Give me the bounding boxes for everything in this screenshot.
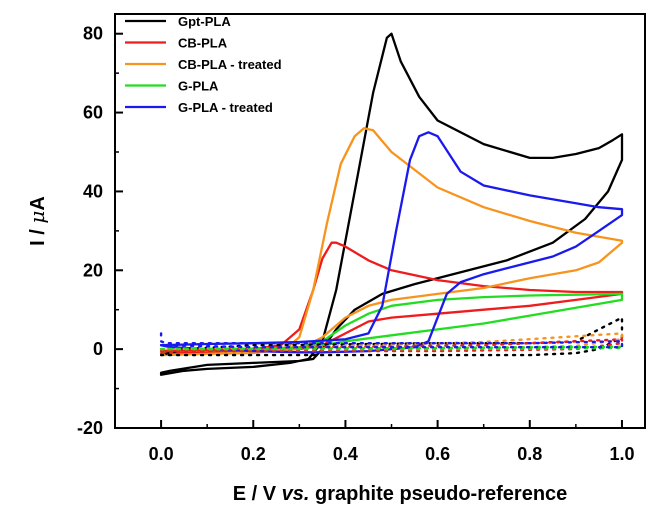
y-axis-title-mu: μ [25,211,49,224]
blank-trace-line-9 [159,332,624,349]
legend-label: CB-PLA [178,36,228,51]
plot-frame [114,13,646,429]
series-line-2 [159,127,624,357]
x-axis-title-italic: vs. [282,483,310,505]
legend-label: G-PLA [178,79,219,94]
y-tick-label: -20 [77,418,103,438]
x-tick-label: 0.8 [517,444,542,464]
legend-label: CB-PLA - treated [178,57,282,72]
y-axis-title-main: I / [27,224,49,246]
blank-trace-line-6 [159,338,624,353]
y-tick-label: 40 [83,181,103,201]
x-axis-title-part-1: E / V [233,483,282,505]
x-tick-label: 0.2 [241,444,266,464]
x-tick-label: 0.4 [333,444,358,464]
x-axis-title: E / V vs. graphite pseudo-reference [233,483,568,505]
legend-label: G-PLA - treated [178,100,273,115]
legend-label: Gpt-PLA [178,14,231,29]
x-tick-label: 0.0 [149,444,174,464]
y-tick-label: 0 [93,339,103,359]
x-tick-label: 1.0 [609,444,634,464]
y-axis-title-unit: A [27,196,49,210]
y-tick-label: 80 [83,24,103,44]
y-axis-title: I / μA [25,196,49,246]
x-tick-label: 0.6 [425,444,450,464]
series-layer [159,32,624,376]
y-tick-label: 20 [83,260,103,280]
y-tick-label: 60 [83,103,103,123]
x-axis-title-part-3: graphite pseudo-reference [309,483,567,505]
series-line-0 [159,32,624,376]
legend: Gpt-PLA CB-PLA CB-PLA - treated G-PLA G-PLA … [125,14,282,115]
ticks-layer: 0.0 0.2 0.4 0.6 0.8 1.0 -20 0 20 40 60 80 [77,24,634,464]
